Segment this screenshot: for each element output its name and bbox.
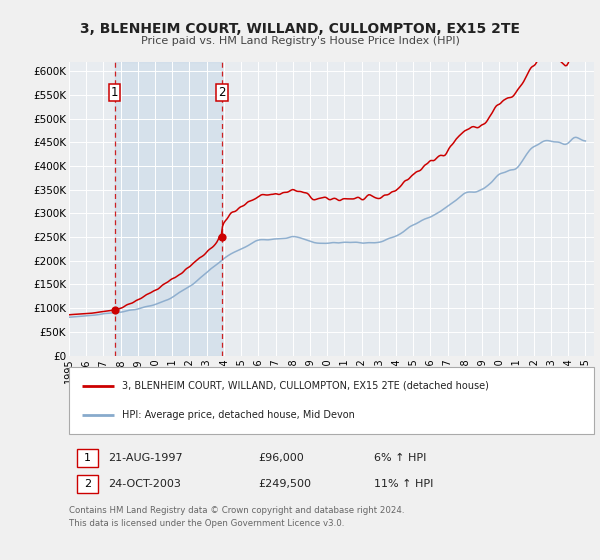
FancyBboxPatch shape (77, 449, 98, 466)
Text: 3, BLENHEIM COURT, WILLAND, CULLOMPTON, EX15 2TE: 3, BLENHEIM COURT, WILLAND, CULLOMPTON, … (80, 22, 520, 36)
Text: 2: 2 (84, 479, 91, 489)
Text: Price paid vs. HM Land Registry's House Price Index (HPI): Price paid vs. HM Land Registry's House … (140, 36, 460, 46)
Point (110, 306, 119, 315)
Text: 3, BLENHEIM COURT, WILLAND, CULLOMPTON, EX15 2TE (detached house): 3, BLENHEIM COURT, WILLAND, CULLOMPTON, … (121, 381, 488, 391)
Text: £96,000: £96,000 (258, 453, 304, 463)
Text: £249,500: £249,500 (258, 479, 311, 489)
Text: 11% ↑ HPI: 11% ↑ HPI (373, 479, 433, 489)
Text: 1: 1 (84, 453, 91, 463)
Bar (115, 62, 222, 356)
Text: 21-AUG-1997: 21-AUG-1997 (109, 453, 183, 463)
Text: This data is licensed under the Open Government Licence v3.0.: This data is licensed under the Open Gov… (69, 520, 344, 529)
FancyBboxPatch shape (69, 367, 594, 434)
Text: 2: 2 (218, 86, 226, 99)
Text: 1: 1 (111, 86, 118, 99)
Point (217, 233, 227, 242)
Text: Contains HM Land Registry data © Crown copyright and database right 2024.: Contains HM Land Registry data © Crown c… (69, 506, 404, 515)
FancyBboxPatch shape (77, 475, 98, 493)
Text: 24-OCT-2003: 24-OCT-2003 (109, 479, 181, 489)
Text: 6% ↑ HPI: 6% ↑ HPI (373, 453, 426, 463)
Text: HPI: Average price, detached house, Mid Devon: HPI: Average price, detached house, Mid … (121, 410, 355, 420)
